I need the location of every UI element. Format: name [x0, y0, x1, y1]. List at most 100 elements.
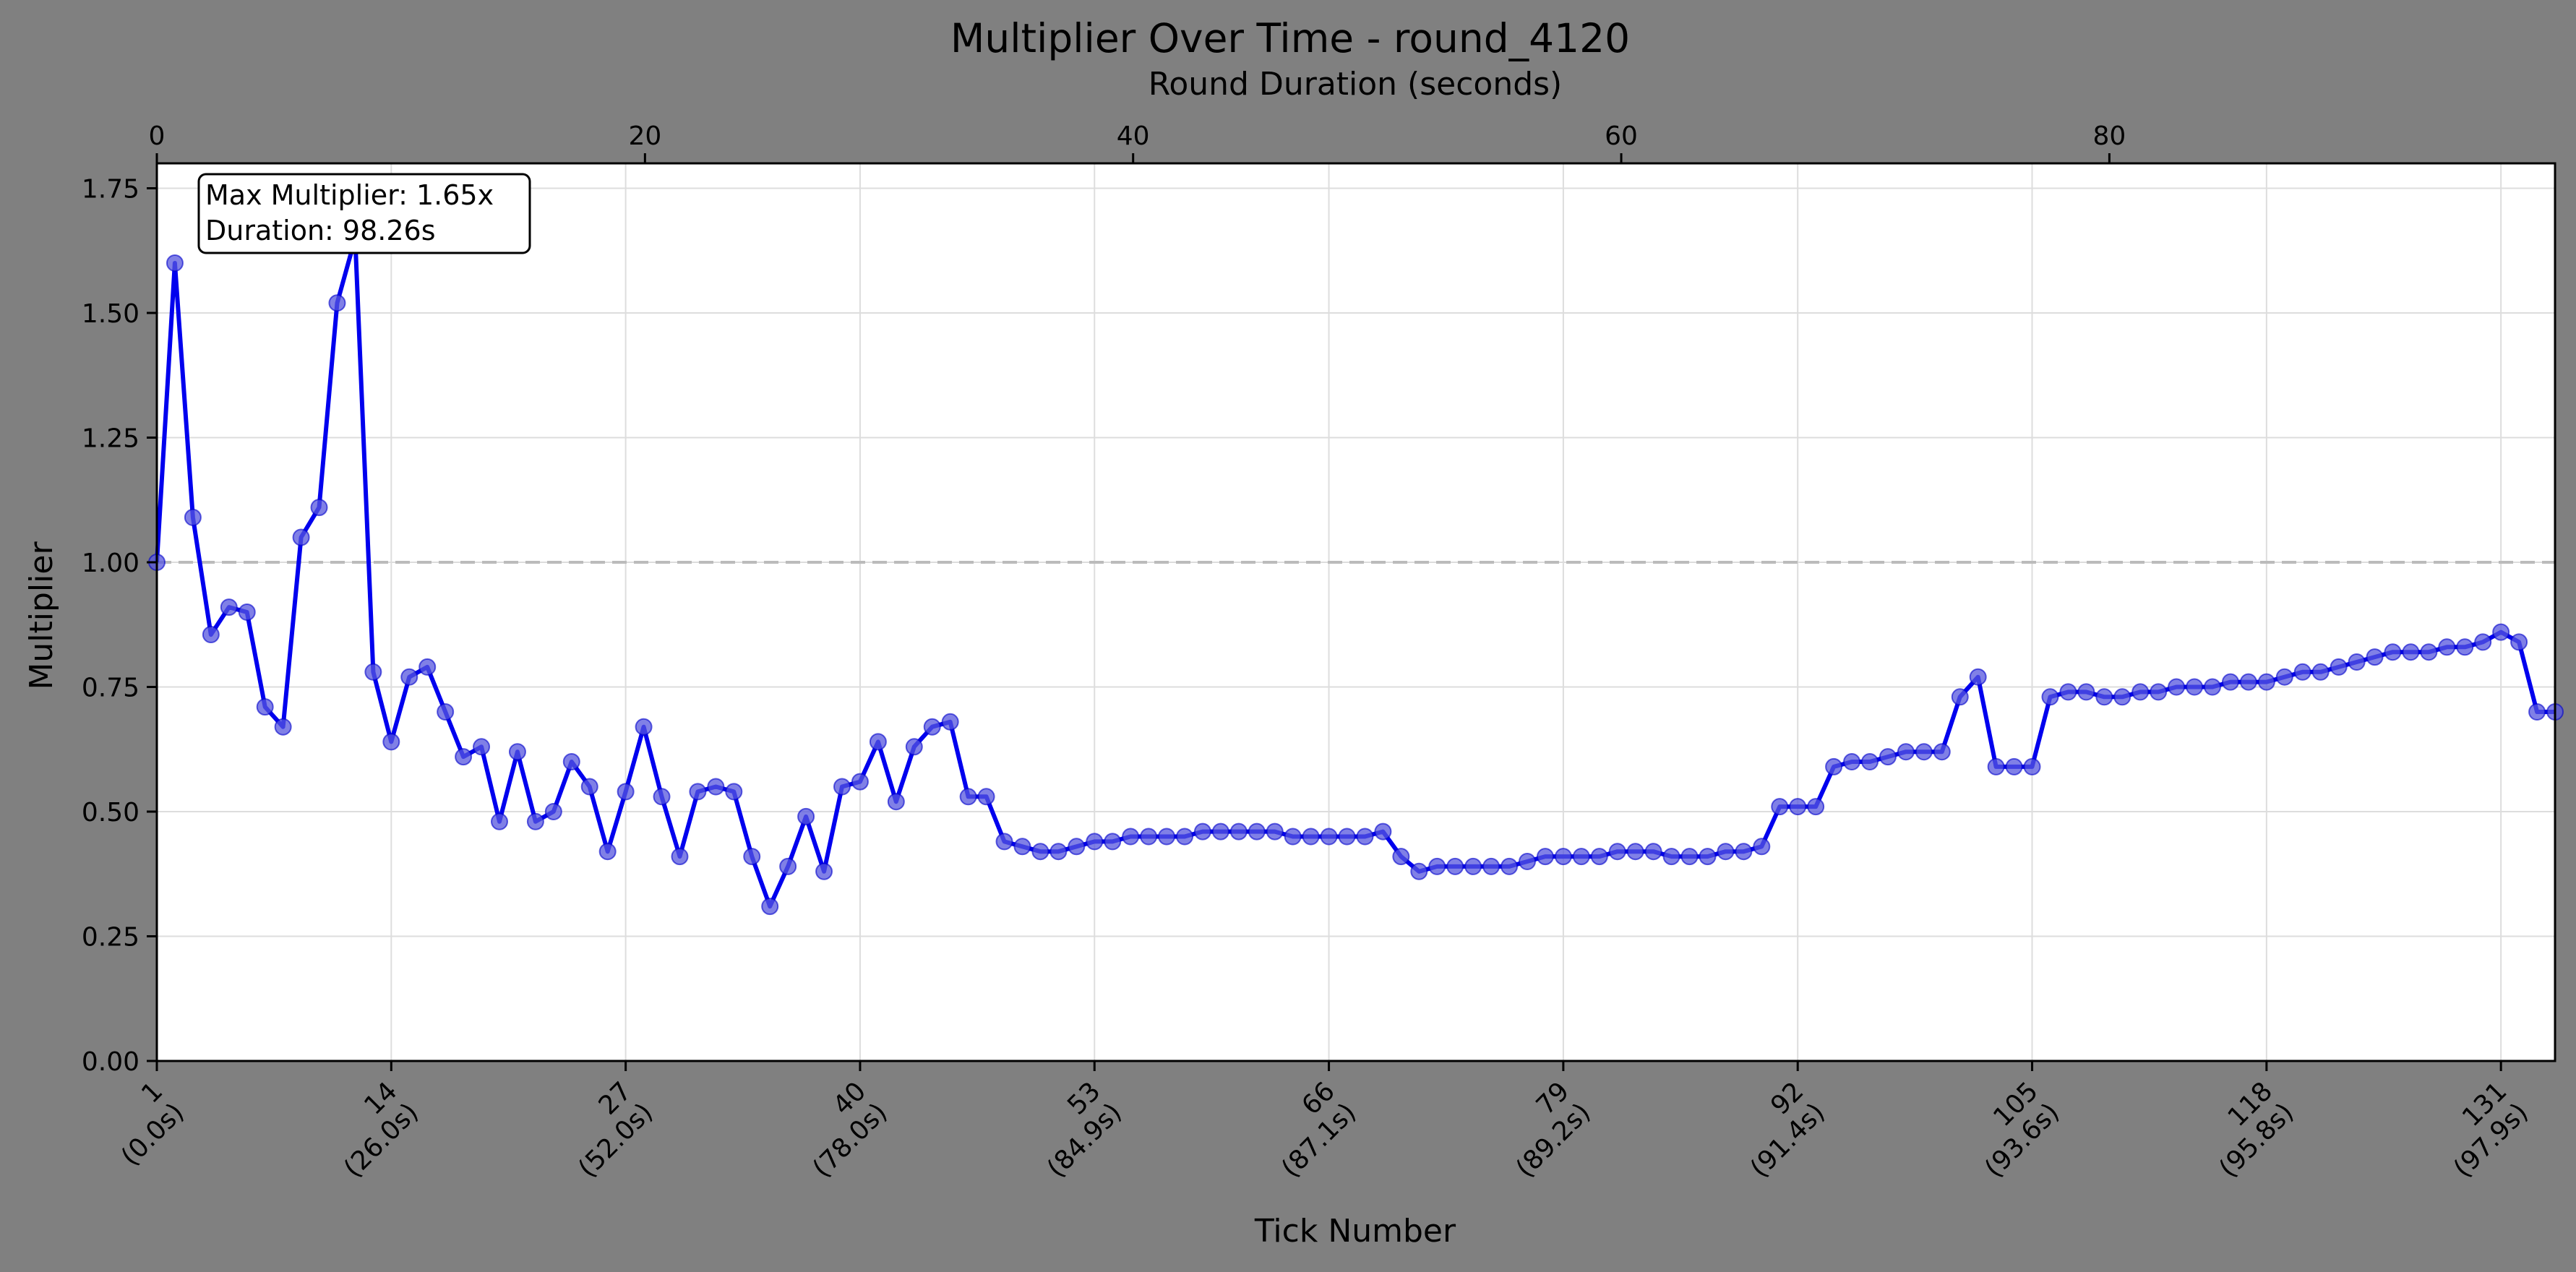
data-point: [2348, 653, 2366, 671]
data-point: [166, 254, 184, 272]
y-tick-label: 1.25: [82, 424, 139, 454]
data-point: [833, 778, 851, 796]
data-point: [1987, 757, 2005, 775]
data-point: [1302, 828, 1320, 846]
data-point: [2275, 668, 2293, 686]
data-point: [2420, 643, 2438, 661]
data-point: [905, 738, 923, 756]
data-point: [1626, 843, 1644, 861]
data-point: [2474, 633, 2492, 651]
data-point: [1320, 828, 1338, 846]
data-point: [1717, 843, 1735, 861]
annotation-box: [197, 173, 531, 254]
x-tick-label: 131(97.9s): [2427, 1076, 2534, 1183]
data-point: [671, 848, 689, 866]
data-point: [1086, 833, 1104, 851]
data-point: [2204, 678, 2221, 696]
data-point: [1410, 862, 1428, 880]
data-point: [1392, 848, 1410, 866]
data-point: [635, 718, 653, 736]
data-point: [1500, 857, 1519, 875]
data-point: [202, 626, 220, 644]
data-point: [526, 812, 544, 830]
data-point: [851, 773, 869, 791]
data-point: [1374, 822, 1392, 841]
data-point: [580, 778, 598, 796]
data-point: [1969, 668, 1987, 686]
x-tick-label: 79(89.2s): [1489, 1076, 1596, 1183]
data-point: [1122, 828, 1140, 846]
x-tick-label: 27(52.0s): [551, 1076, 658, 1183]
plot-area: [157, 163, 2555, 1061]
y-tick-label: 0.00: [82, 1047, 139, 1077]
y-tick-label: 1.75: [82, 175, 139, 205]
data-point: [328, 294, 346, 312]
x-tick-label: 92(91.4s): [1724, 1076, 1831, 1183]
data-point: [2330, 658, 2348, 676]
y-tick-label: 0.75: [82, 674, 139, 703]
data-point: [1843, 753, 1861, 770]
data-point: [1753, 838, 1771, 856]
data-point: [1284, 828, 1302, 846]
data-point: [2239, 673, 2257, 691]
data-point: [653, 788, 671, 806]
data-point: [1680, 848, 1699, 866]
data-point: [2077, 683, 2095, 701]
data-point: [544, 803, 562, 820]
data-point: [238, 603, 256, 621]
data-point: [1338, 828, 1356, 846]
data-point: [292, 528, 310, 546]
data-point: [1266, 822, 1284, 841]
data-point: [2492, 623, 2510, 641]
data-point: [1789, 798, 1807, 816]
data-point: [797, 807, 815, 825]
data-point: [1428, 857, 1446, 875]
data-point: [2041, 688, 2059, 706]
x-axis-label: Tick Number: [1254, 1213, 1456, 1250]
data-point: [1140, 828, 1158, 846]
data-point: [1031, 843, 1049, 861]
x2-tick-label: 20: [628, 121, 661, 151]
data-point: [1554, 848, 1572, 866]
data-point: [184, 508, 202, 526]
x-tick-label: 66(87.1s): [1255, 1076, 1362, 1183]
data-point: [473, 738, 491, 756]
data-point: [1644, 843, 1662, 861]
data-point: [2221, 673, 2239, 691]
y-tick-label: 0.25: [82, 923, 139, 953]
data-point: [1482, 857, 1500, 875]
data-point: [1735, 843, 1753, 861]
x2-tick-label: 0: [149, 121, 166, 151]
data-point: [959, 788, 977, 806]
data-point: [598, 843, 617, 861]
data-point: [2257, 673, 2275, 691]
data-point: [400, 668, 418, 686]
data-point: [1356, 828, 1374, 846]
chart-title: Multiplier Over Time - round_4120: [950, 15, 1630, 61]
data-point: [995, 833, 1013, 851]
data-point: [1049, 843, 1068, 861]
data-point: [1446, 857, 1464, 875]
data-point: [1572, 848, 1590, 866]
data-point: [437, 703, 455, 721]
data-point: [1176, 828, 1193, 846]
data-point: [2150, 683, 2168, 701]
data-point: [491, 812, 508, 830]
x-tick-label: 40(78.0s): [786, 1076, 893, 1183]
data-point: [1013, 838, 1031, 856]
data-point: [1915, 743, 1933, 761]
data-point: [2005, 757, 2023, 775]
data-point: [1951, 688, 1969, 706]
data-point: [689, 783, 707, 801]
data-point: [2510, 633, 2528, 651]
data-point: [2168, 678, 2186, 696]
data-point: [455, 748, 473, 766]
x-tick-label: 1(0.0s): [95, 1076, 190, 1172]
data-point: [1248, 822, 1266, 841]
x-tick-label: 118(95.8s): [2192, 1076, 2299, 1183]
data-point: [418, 658, 437, 676]
data-point: [743, 848, 761, 866]
plot-frame: [155, 162, 2556, 1062]
data-point: [256, 698, 274, 716]
data-point: [923, 718, 941, 736]
